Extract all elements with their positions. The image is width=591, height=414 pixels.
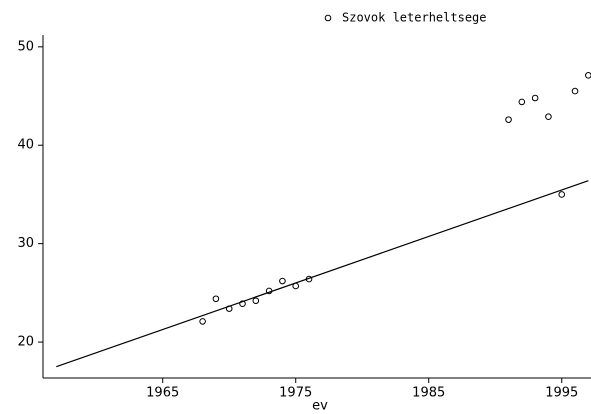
x-axis-label: ev [312, 399, 328, 411]
x-tick-label: 1985 [412, 386, 445, 401]
point [505, 116, 512, 123]
legend-label: Szovok leterheltsege [342, 11, 487, 25]
point [199, 318, 206, 325]
point [571, 87, 579, 95]
x-tick-label: 1965 [146, 386, 179, 401]
point [545, 113, 552, 120]
fit-line [56, 180, 589, 368]
y-tick-label: 50 [17, 39, 34, 54]
point [518, 98, 526, 106]
y-tick-label: 30 [17, 236, 34, 251]
point [239, 300, 246, 307]
point [558, 191, 566, 198]
point [212, 295, 220, 303]
y-tick-label: 40 [17, 138, 34, 153]
point [252, 297, 260, 305]
y-tick-label: 20 [17, 335, 34, 350]
point [585, 72, 591, 79]
legend-marker [324, 14, 332, 22]
point [279, 277, 286, 285]
x-tick-label: 1975 [279, 386, 312, 401]
x-tick-label: 1995 [545, 386, 578, 401]
point [531, 94, 539, 102]
